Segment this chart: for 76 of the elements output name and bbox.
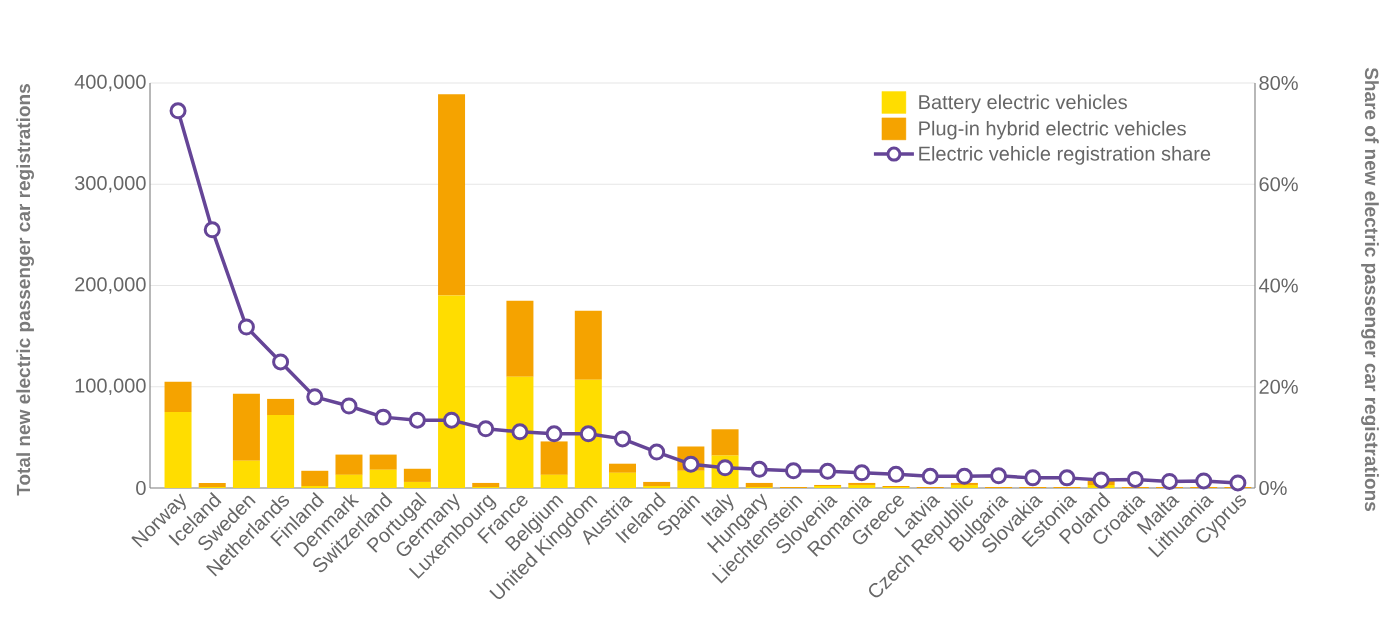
point [203,221,221,239]
y-tick-label: 100,000 [75,378,146,396]
point [990,467,1008,485]
bar [438,94,466,296]
bar [301,485,329,488]
bar [198,482,226,487]
bar [267,415,295,488]
bar [369,469,397,488]
y-axis-title: Total new electric passenger car registrations [16,84,35,496]
point [579,425,597,443]
legend-label: Electric vehicle registration share [919,146,1211,165]
point [1126,470,1144,488]
bar [540,441,568,475]
bar [574,310,602,380]
bar [335,474,363,488]
bar [609,463,636,473]
point [1229,474,1247,492]
bar [472,482,500,487]
y2-tick-label: 60% [1259,177,1298,192]
point [921,467,939,485]
legend-label: Battery electric vehicles [919,94,1127,114]
point [443,411,461,429]
bar [643,485,671,488]
bar [711,429,739,456]
point [272,353,290,371]
y2-axis-title: Share of new electric passenger car registrations [1361,67,1379,512]
point [1024,469,1042,487]
y-tick-label: 0 [136,480,146,496]
point [1092,471,1110,489]
y2-tick-label: 20% [1259,379,1298,394]
bar [438,295,466,488]
point [1161,472,1179,490]
bar [506,376,534,488]
y2-tick-label: 0% [1259,480,1287,496]
bar [574,379,602,488]
y-tick-label: 400,000 [74,74,146,92]
bar [403,468,431,482]
point [750,460,768,478]
bar [267,398,295,416]
point [545,425,563,443]
y2-tick-label: 40% [1258,278,1298,293]
bar [232,460,260,488]
point [1058,469,1076,487]
bar [335,454,363,475]
bar [506,300,534,377]
bar [745,482,773,487]
bar [369,454,397,470]
point [511,423,529,441]
point [408,411,426,429]
point [648,443,666,461]
point [477,420,495,438]
y-tick-label: 300,000 [74,175,146,193]
point [169,102,187,120]
point [237,318,255,336]
bar [164,412,192,488]
point [374,408,392,426]
point [306,388,324,406]
point [614,430,631,448]
bar [301,470,329,486]
y2-tick-label: 80% [1259,75,1298,91]
bar [164,381,192,413]
bar [677,470,705,488]
point [340,397,358,415]
legend-label: Plug-in hybrid electric vehicles [919,120,1186,140]
point [853,464,871,482]
bar [540,474,568,488]
bar [403,481,431,488]
y-tick-label: 200,000 [75,277,146,294]
point [1195,472,1213,490]
point [887,465,905,483]
bar [609,472,636,488]
point [819,462,837,480]
point [955,467,973,485]
bar [232,393,260,461]
bar [643,481,671,486]
point [784,462,802,480]
